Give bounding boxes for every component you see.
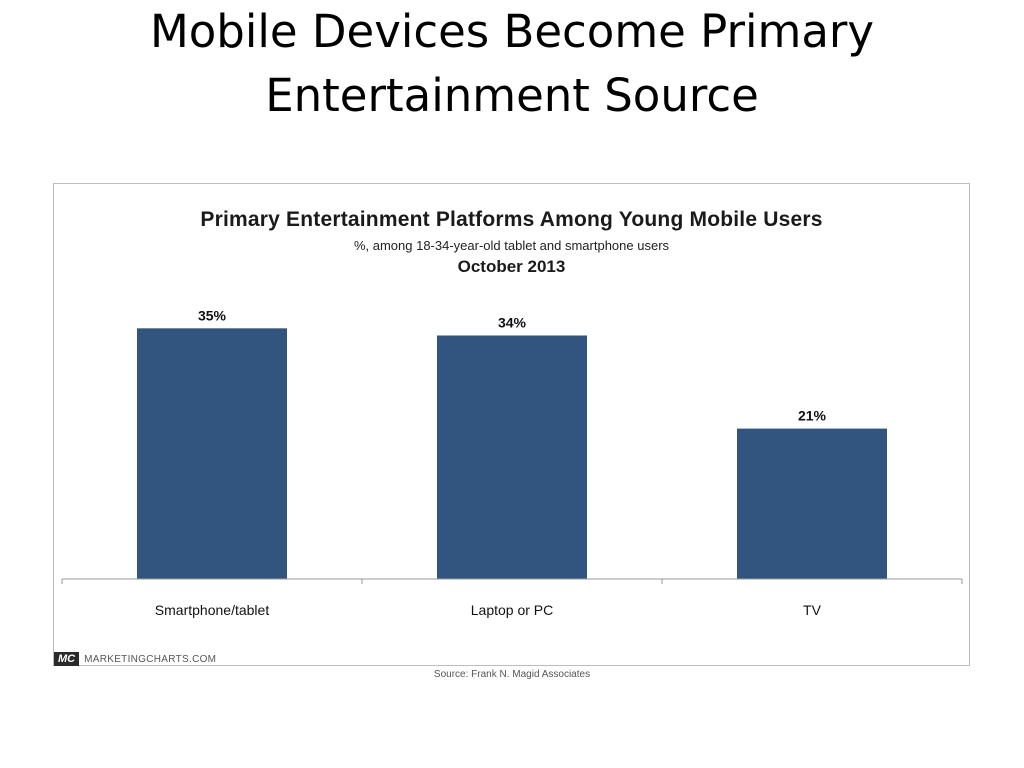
category-label-3: TV <box>803 602 822 618</box>
bar-2 <box>437 335 587 579</box>
brand-text: MARKETINGCHARTS.COM <box>84 653 217 665</box>
category-label-1: Smartphone/tablet <box>155 602 270 618</box>
slide-title-line-2: Entertainment Source <box>265 69 759 122</box>
bar-3 <box>737 428 887 579</box>
bar-1 <box>137 328 287 579</box>
chart-date: October 2013 <box>457 257 566 276</box>
bar-value-label-2: 34% <box>498 314 527 330</box>
bar-chart: 35% Smartphone/tablet 34% Laptop or PC 21% TV <box>61 307 963 618</box>
source-note: Source: Frank N. Magid Associates <box>433 669 591 680</box>
bar-value-label-3: 21% <box>798 408 827 424</box>
chart-frame: Primary Entertainment Platforms Among Yo… <box>53 183 970 666</box>
bar-value-label-1: 35% <box>198 307 227 323</box>
mc-logo: MC <box>54 652 80 666</box>
category-label-2: Laptop or PC <box>471 602 554 618</box>
chart-footer: MC MARKETINGCHARTS.COM <box>54 652 216 666</box>
chart-subtitle: %, among 18-34-year-old tablet and smart… <box>353 238 670 253</box>
chart-title: Primary Entertainment Platforms Among Yo… <box>200 208 823 231</box>
slide-title: Mobile Devices Become Primary Entertainm… <box>0 0 1024 128</box>
slide-title-line-1: Mobile Devices Become Primary <box>149 5 875 58</box>
